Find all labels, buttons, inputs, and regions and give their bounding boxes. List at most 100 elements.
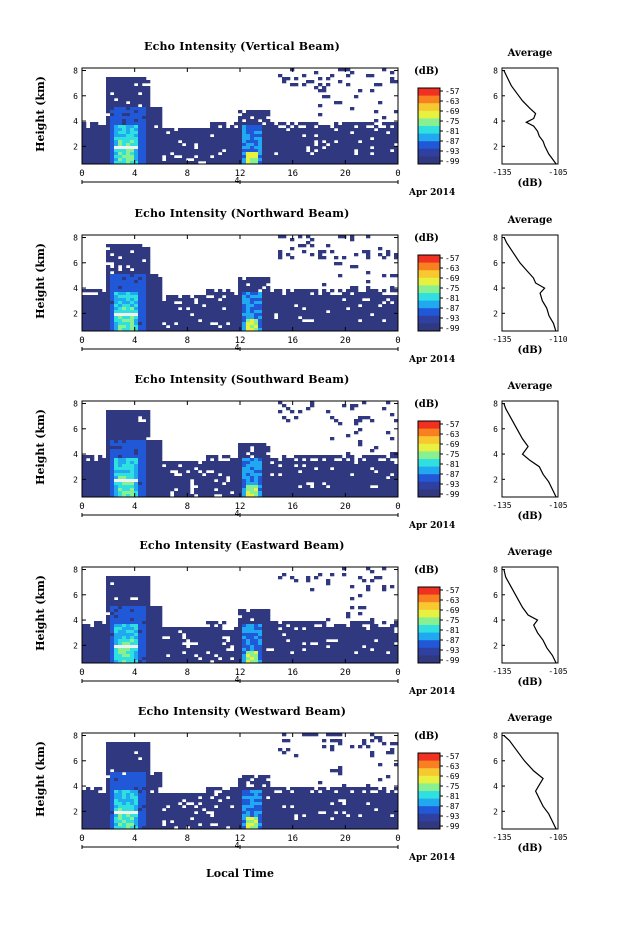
heatmap-cell <box>226 491 231 495</box>
heatmap-cell <box>86 134 91 138</box>
heatmap-cell <box>166 464 171 468</box>
heatmap-cell <box>110 603 115 607</box>
heatmap-cell <box>278 322 283 326</box>
heatmap-cell <box>250 125 255 129</box>
heatmap-cell <box>330 140 335 144</box>
heatmap-cell <box>246 482 251 486</box>
heatmap-cell <box>146 482 151 486</box>
heatmap-cell <box>370 488 375 492</box>
heatmap-cell <box>306 125 311 129</box>
heatmap-cell <box>322 464 327 468</box>
heatmap-cell <box>378 137 383 141</box>
heatmap-cell <box>282 464 287 468</box>
heatmap-cell <box>138 271 143 275</box>
heatmap-cell <box>146 277 151 281</box>
heatmap-cell <box>214 325 219 329</box>
heatmap-cell <box>86 328 91 332</box>
heatmap-cell <box>394 295 399 299</box>
heatmap-cell <box>126 155 131 159</box>
heatmap-cell <box>82 140 87 144</box>
heatmap-cell <box>306 295 311 299</box>
heatmap-cell <box>330 494 335 498</box>
heatmap-cell <box>262 615 267 619</box>
profile-line <box>503 70 557 165</box>
heatmap-cell <box>366 137 371 141</box>
heatmap-cell <box>150 464 155 468</box>
heatmap-cell <box>114 310 119 314</box>
heatmap-cell <box>122 642 127 646</box>
heatmap-cell <box>94 295 99 299</box>
heatmap-cell <box>114 149 119 153</box>
heatmap-cell <box>222 455 227 459</box>
heatmap-cell <box>114 606 119 610</box>
heatmap-cell <box>114 161 119 165</box>
heatmap-cell <box>206 630 211 634</box>
heatmap-cell <box>226 155 231 159</box>
heatmap-cell <box>366 307 371 311</box>
heatmap-cell <box>382 131 387 135</box>
heatmap-cell <box>102 155 107 159</box>
heatmap-cell <box>286 134 291 138</box>
heatmap-cell <box>98 627 103 631</box>
heatmap-cell <box>206 467 211 471</box>
heatmap-cell <box>154 107 159 111</box>
heatmap-cell <box>198 488 203 492</box>
heatmap-cell <box>238 292 243 296</box>
heatmap-cell <box>242 482 247 486</box>
heatmap-cell <box>182 298 187 302</box>
heatmap-cell <box>326 77 331 81</box>
heatmap-cell <box>254 325 259 329</box>
heatmap-cell <box>298 313 303 317</box>
heatmap-cell <box>106 250 111 254</box>
heatmap-cell <box>158 458 163 462</box>
heatmap-cell <box>310 325 315 329</box>
heatmap-cell <box>318 654 323 658</box>
heatmap-cell <box>278 654 283 658</box>
heatmap-cell <box>86 485 91 489</box>
heatmap-cell <box>202 660 207 664</box>
heatmap-cell <box>342 458 347 462</box>
heatmap-cell <box>182 657 187 661</box>
heatmap-cell <box>142 286 147 290</box>
heatmap-cell <box>154 651 159 655</box>
profile-line <box>503 403 557 498</box>
heatmap-cell <box>254 485 259 489</box>
heatmap-cell <box>310 328 315 332</box>
heatmap-cell <box>342 137 347 141</box>
heatmap-cell <box>182 479 187 483</box>
heatmap-cell <box>134 298 139 302</box>
heatmap-cell <box>178 161 183 165</box>
heatmap-cell <box>290 657 295 661</box>
heatmap-cell <box>154 301 159 305</box>
heatmap-cell <box>142 158 147 162</box>
heatmap-cell <box>250 609 255 613</box>
heatmap-cell <box>134 158 139 162</box>
heatmap-cell <box>258 633 263 637</box>
heatmap-cell <box>246 443 251 447</box>
heatmap-cell <box>98 301 103 305</box>
heatmap-cell <box>262 161 267 165</box>
heatmap-cell <box>134 274 139 278</box>
heatmap-cell <box>114 455 119 459</box>
heatmap-cell <box>158 316 163 320</box>
heatmap-cell <box>246 152 251 156</box>
heatmap-cell <box>166 485 171 489</box>
heatmap-cell <box>118 140 123 144</box>
heatmap-cell <box>294 295 299 299</box>
heatmap-cell <box>134 642 139 646</box>
heatmap-cell <box>122 440 127 444</box>
heatmap-cell <box>258 277 263 281</box>
heatmap-cell <box>306 473 311 477</box>
heatmap-cell <box>106 458 111 462</box>
heatmap-cell <box>118 624 123 628</box>
heatmap-cell <box>278 482 283 486</box>
heatmap-cell <box>318 455 323 459</box>
heatmap-cell <box>330 470 335 474</box>
heatmap-cell <box>270 467 275 471</box>
heatmap-cell <box>214 316 219 320</box>
heatmap-cell <box>294 322 299 326</box>
heatmap-cell <box>82 310 87 314</box>
y-tick-label: 4 <box>73 117 78 126</box>
heatmap-cell <box>202 461 207 465</box>
heatmap-cell <box>354 325 359 329</box>
